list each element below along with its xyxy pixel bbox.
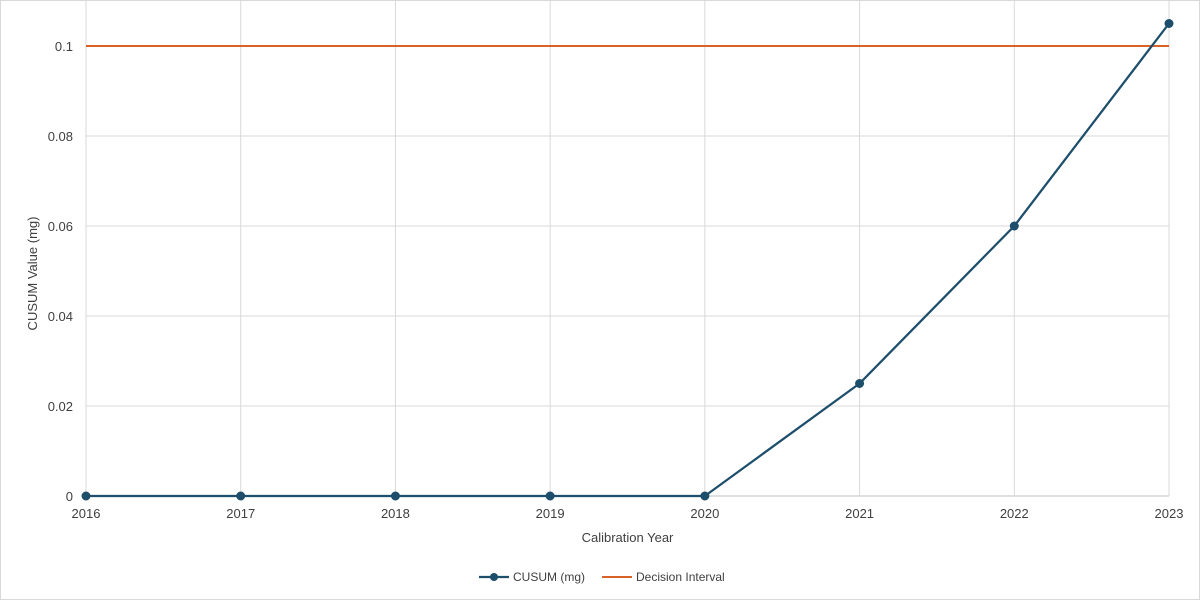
- y-tick-label: 0.1: [55, 39, 73, 54]
- cusum-data-point: [1164, 19, 1174, 28]
- legend-decision-label: Decision Interval: [636, 570, 725, 584]
- cusum-data-point: [545, 491, 555, 501]
- legend: CUSUM (mg) Decision Interval: [479, 570, 725, 584]
- y-axis-title: CUSUM Value (mg): [25, 217, 40, 331]
- y-tick-label: 0: [66, 489, 73, 504]
- legend-cusum-label: CUSUM (mg): [513, 570, 585, 584]
- x-axis-title: Calibration Year: [582, 530, 674, 545]
- x-axis-ticks: 2016 2017 2018 2019 2020 2021 2022 2023: [72, 506, 1184, 521]
- x-tick-label: 2019: [536, 506, 565, 521]
- legend-cusum-marker: [490, 573, 498, 581]
- cusum-data-point: [1009, 221, 1019, 231]
- cusum-data-point: [236, 491, 246, 501]
- y-tick-label: 0.02: [48, 399, 73, 414]
- x-tick-label: 2020: [690, 506, 719, 521]
- y-axis-ticks: 0 0.02 0.04 0.06 0.08 0.1: [48, 39, 73, 504]
- cusum-data-point: [855, 379, 865, 388]
- cusum-data-point: [390, 491, 400, 501]
- x-tick-label: 2018: [381, 506, 410, 521]
- x-tick-label: 2017: [226, 506, 255, 521]
- y-tick-label: 0.04: [48, 309, 73, 324]
- x-tick-label: 2023: [1155, 506, 1184, 521]
- x-tick-label: 2016: [72, 506, 101, 521]
- y-tick-label: 0.08: [48, 129, 73, 144]
- series: [81, 19, 1174, 501]
- y-tick-label: 0.06: [48, 219, 73, 234]
- cusum-series-line: [86, 22, 1170, 498]
- cusum-data-point: [700, 491, 710, 501]
- x-tick-label: 2021: [845, 506, 874, 521]
- grid: [85, 1, 1170, 497]
- cusum-data-point: [81, 491, 91, 501]
- x-tick-label: 2022: [1000, 506, 1029, 521]
